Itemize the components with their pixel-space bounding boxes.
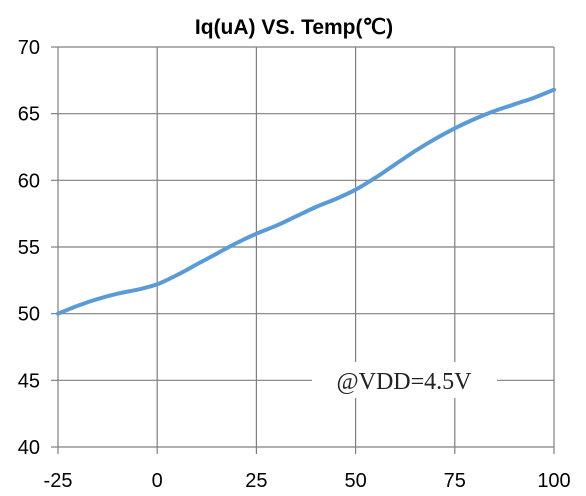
- x-tick-label: 50: [344, 470, 366, 492]
- y-tick-label: 60: [18, 170, 40, 192]
- annotation-background: [312, 362, 497, 398]
- y-tick-label: 45: [18, 370, 40, 392]
- x-tick-label: 100: [537, 470, 570, 492]
- chart-title: Iq(uA) VS. Temp(℃): [195, 16, 393, 39]
- y-tick-label: 70: [18, 37, 40, 59]
- y-tick-label: 55: [18, 237, 40, 259]
- y-tick-label: 40: [18, 437, 40, 459]
- x-tick-label: 25: [245, 470, 267, 492]
- x-tick-label: -25: [44, 470, 73, 492]
- x-tick-label: 0: [152, 470, 163, 492]
- y-tick-label: 65: [18, 104, 40, 126]
- tick-labels: -25 0 25 50 75 100 40 45 50 55 60 65 70: [18, 37, 571, 492]
- x-tick-label: 75: [444, 470, 466, 492]
- y-tick-label: 50: [18, 304, 40, 326]
- series-group: [56, 87, 556, 316]
- annotation-group: @VDD=4.5V: [312, 362, 497, 398]
- grid: [51, 46, 555, 454]
- series-line: [56, 87, 556, 316]
- annotation-vdd: @VDD=4.5V: [337, 369, 473, 395]
